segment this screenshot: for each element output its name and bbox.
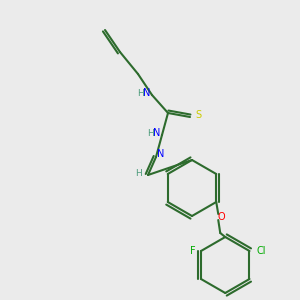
Text: F: F xyxy=(190,246,196,256)
Text: H: H xyxy=(136,88,143,98)
Text: H: H xyxy=(147,128,153,137)
Text: O: O xyxy=(218,212,225,222)
Text: H: H xyxy=(135,169,141,178)
Text: Cl: Cl xyxy=(257,246,266,256)
Text: N: N xyxy=(153,128,161,138)
Text: N: N xyxy=(143,88,151,98)
Text: S: S xyxy=(195,110,201,120)
Text: N: N xyxy=(157,149,165,159)
